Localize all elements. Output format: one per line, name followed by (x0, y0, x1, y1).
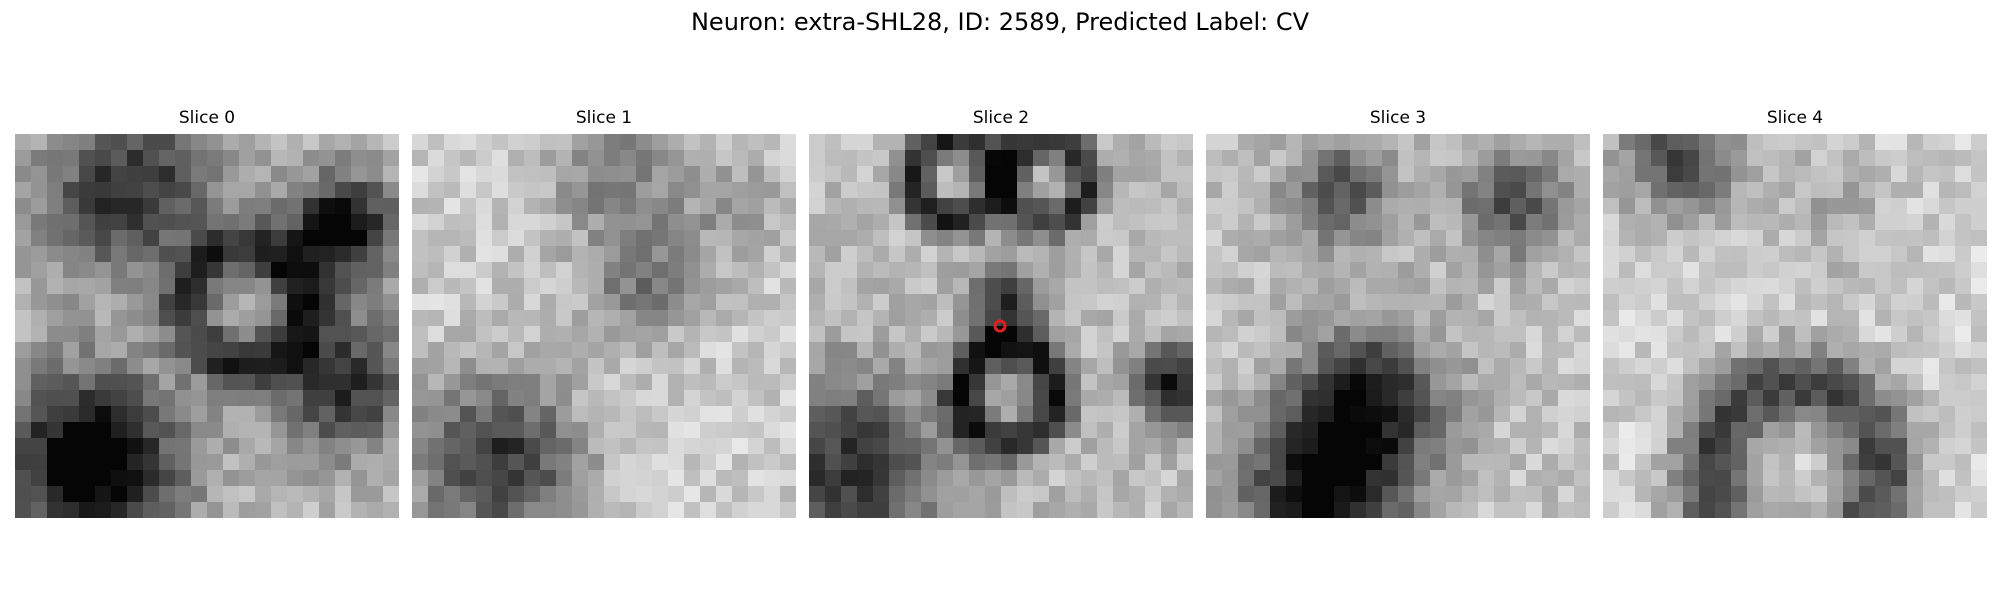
slice-pixels (1603, 134, 1987, 518)
slice-image (412, 134, 796, 518)
slice-image (15, 134, 399, 518)
slice-title: Slice 0 (178, 108, 236, 128)
figure-title: Neuron: extra-SHL28, ID: 2589, Predicted… (690, 8, 1310, 36)
slice-image (1603, 134, 1987, 518)
slice-pixels (15, 134, 399, 518)
slice-title: Slice 2 (972, 108, 1030, 128)
target-marker (993, 319, 1007, 333)
slice-title: Slice 1 (575, 108, 633, 128)
slice-title: Slice 3 (1369, 108, 1427, 128)
slice-pixels (809, 134, 1193, 518)
slice-image (1206, 134, 1590, 518)
slice-pixels (412, 134, 796, 518)
slice-pixels (1206, 134, 1590, 518)
slice-title: Slice 4 (1766, 108, 1824, 128)
slice-image (809, 134, 1193, 518)
